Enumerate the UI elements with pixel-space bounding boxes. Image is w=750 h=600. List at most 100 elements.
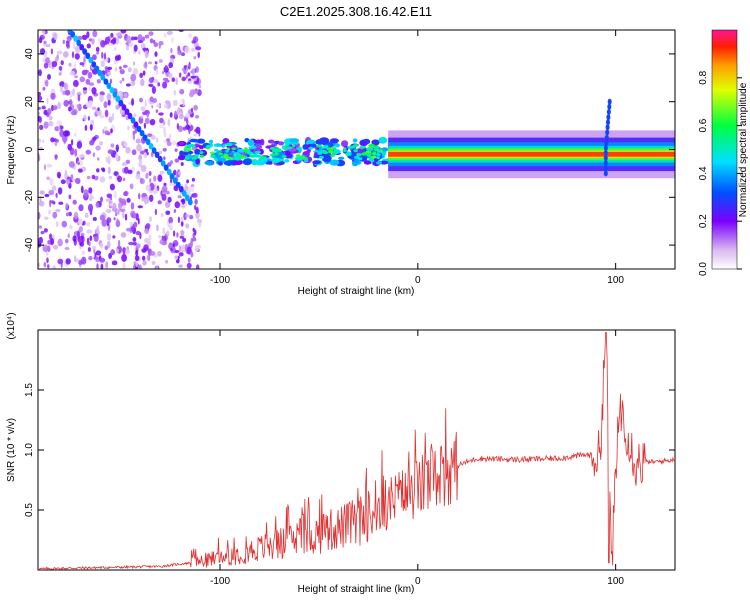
noise-speckle <box>55 221 59 227</box>
noise-speckle <box>178 114 184 120</box>
noise-speckle <box>64 238 69 244</box>
spike-cell <box>606 119 610 126</box>
band-cell <box>217 144 222 148</box>
band-cell <box>184 148 192 152</box>
noise-speckle <box>143 244 149 251</box>
band-cell <box>274 158 285 162</box>
noise-speckle <box>144 200 148 205</box>
noise-speckle <box>132 213 137 219</box>
noise-speckle <box>123 191 128 196</box>
noise-speckle <box>56 120 63 126</box>
band-cell <box>225 142 233 147</box>
noise-speckle <box>156 224 159 232</box>
band-cell <box>285 151 291 155</box>
noise-speckle <box>105 156 111 163</box>
band-cell <box>225 160 233 166</box>
noise-speckle <box>105 65 108 74</box>
band-cell <box>302 144 308 150</box>
noise-speckle <box>53 32 58 41</box>
noise-speckle <box>38 37 43 44</box>
colorbar-tick-label: 0.0 <box>698 262 709 276</box>
diagonal-streak-cell <box>73 35 79 42</box>
noise-speckle <box>106 217 112 224</box>
noise-speckle <box>92 245 97 250</box>
noise-speckle <box>84 124 88 131</box>
noise-speckle <box>107 72 112 76</box>
diagonal-streak-cell <box>70 31 76 38</box>
noise-speckle <box>190 75 196 79</box>
noise-speckle <box>159 239 164 245</box>
noise-speckle <box>154 61 158 65</box>
colorbar-gradient <box>711 29 738 270</box>
noise-speckle <box>112 235 116 239</box>
noise-speckle <box>107 233 111 241</box>
noise-speckle <box>144 34 150 39</box>
band-cell <box>274 152 280 156</box>
diagonal-streak-cell <box>124 108 130 115</box>
noise-speckle <box>166 138 171 142</box>
noise-speckle <box>92 136 97 141</box>
noise-speckle <box>169 181 174 187</box>
noise-speckle <box>92 152 95 157</box>
noise-speckle <box>148 31 154 36</box>
band-cell <box>317 151 323 155</box>
band-cell <box>354 144 359 147</box>
noise-speckle <box>38 225 43 229</box>
band-cell <box>323 144 329 148</box>
noise-speckle <box>165 259 169 264</box>
noise-speckle <box>65 169 68 176</box>
noise-speckle <box>78 154 85 158</box>
noise-speckle <box>68 62 72 67</box>
noise-speckle <box>49 200 55 204</box>
noise-speckle <box>133 61 135 66</box>
noise-speckle <box>183 212 187 221</box>
band-cell <box>194 148 201 155</box>
diagonal-streak-cell <box>127 112 133 120</box>
diagonal-streak-cell <box>160 160 166 167</box>
band-cell <box>341 140 349 148</box>
noise-speckle <box>81 256 87 265</box>
noise-speckle <box>146 113 149 118</box>
noise-speckle <box>140 115 144 119</box>
band-cell <box>191 156 198 160</box>
noise-speckle <box>121 162 128 166</box>
noise-speckle <box>167 196 172 203</box>
spike-cell <box>604 139 609 146</box>
noise-speckle <box>132 81 136 86</box>
noise-speckle <box>66 176 72 180</box>
noise-speckle <box>147 254 151 262</box>
band-cell <box>289 138 300 143</box>
noise-speckle <box>194 198 198 205</box>
noise-speckle <box>68 106 72 112</box>
noise-speckle <box>100 196 103 203</box>
noise-speckle <box>40 230 45 235</box>
band-cell <box>249 154 256 158</box>
noise-speckle <box>38 262 41 268</box>
noise-speckle <box>116 32 122 37</box>
noise-speckle <box>184 46 190 54</box>
noise-speckle <box>195 211 200 220</box>
noise-speckle <box>85 149 92 155</box>
noise-speckle <box>152 98 158 103</box>
band-cell <box>210 151 215 155</box>
noise-speckle <box>44 193 50 198</box>
noise-speckle <box>119 208 126 212</box>
noise-speckle <box>60 60 64 66</box>
noise-speckle <box>93 234 99 242</box>
noise-speckle <box>186 262 192 269</box>
noise-speckle <box>43 40 47 45</box>
diagonal-streak-cell <box>130 117 136 124</box>
diagonal-streak-cell <box>139 130 145 137</box>
bottom-x-tick-label: 100 <box>607 576 624 587</box>
band-cell <box>359 145 367 149</box>
band-cell <box>329 159 340 166</box>
spectrogram-cells <box>38 30 675 269</box>
band-cell <box>227 156 233 160</box>
noise-speckle <box>181 76 187 82</box>
noise-speckle <box>91 106 97 110</box>
band-cell <box>204 160 214 166</box>
noise-speckle <box>95 202 100 208</box>
noise-speckle <box>122 262 126 269</box>
noise-speckle <box>144 99 147 108</box>
noise-speckle <box>52 211 58 219</box>
